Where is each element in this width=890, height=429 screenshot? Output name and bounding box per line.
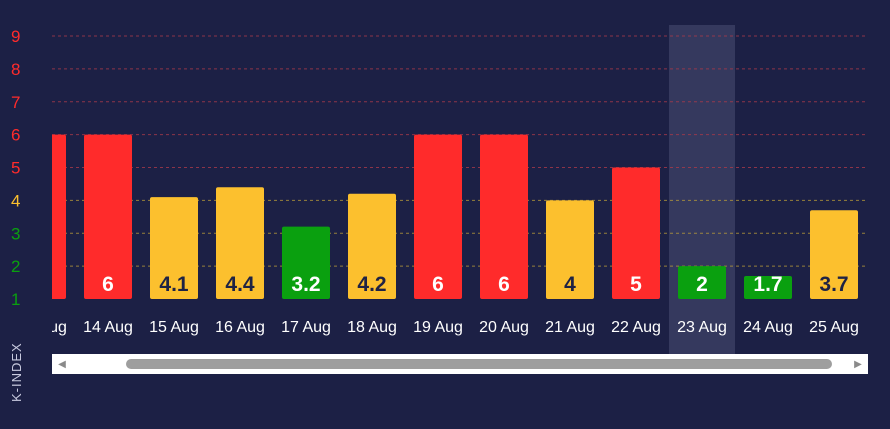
highlighted-column [669, 25, 735, 354]
bar-23-aug[interactable] [678, 266, 726, 299]
bar-value-label: 5 [630, 273, 642, 296]
data-labels-layer: 6 4.1 4.4 3.2 4.2 6 6 4 5 2 1.7 3.7 [102, 273, 848, 296]
y-tick-label: 1 [11, 290, 20, 309]
bar-14-aug[interactable] [84, 134, 132, 299]
bar-20-aug[interactable] [480, 134, 528, 299]
x-tick-label: 13 Aug [17, 319, 67, 336]
x-tick-label: 16 Aug [215, 319, 265, 336]
scrollbar-thumb[interactable] [126, 359, 833, 369]
x-tick-label: 22 Aug [611, 319, 661, 336]
bar-value-label: 1.7 [753, 273, 782, 296]
bar-value-label: 4.1 [159, 273, 189, 296]
bar-19-aug[interactable] [414, 134, 462, 299]
y-ticks-layer: 1 2 3 4 5 6 7 8 9 [11, 27, 20, 309]
bar-value-label: 6 [102, 273, 114, 296]
bar-25-aug[interactable] [810, 210, 858, 299]
x-ticks-layer: 13 Aug 14 Aug 15 Aug 16 Aug 17 Aug 18 Aug 19 A… [17, 319, 859, 336]
bar-21-aug[interactable] [546, 200, 594, 299]
y-tick-label: 7 [11, 93, 20, 112]
x-tick-label: 17 Aug [281, 319, 331, 336]
x-tick-label: 15 Aug [149, 319, 199, 336]
y-tick-label: 8 [11, 60, 20, 79]
bar-18-aug[interactable] [348, 193, 396, 299]
x-tick-label: 24 Aug [743, 319, 793, 336]
bar-value-label: 3.7 [819, 273, 848, 296]
bar-16-aug[interactable] [216, 187, 264, 299]
bar-17-aug[interactable] [282, 226, 330, 299]
y-tick-label: 4 [11, 191, 20, 210]
scroll-left-icon[interactable]: ◀ [58, 358, 66, 370]
bar-value-label: 6 [432, 273, 444, 296]
x-tick-label: 14 Aug [83, 319, 133, 336]
bar-value-label: 2 [696, 273, 708, 296]
bar-value-label: 6 [498, 273, 510, 296]
y-tick-label: 5 [11, 159, 20, 178]
bar-value-label: 4.4 [225, 273, 255, 296]
y-tick-label: 6 [11, 126, 20, 145]
bar-13-aug[interactable] [18, 134, 66, 299]
x-tick-label: 21 Aug [545, 319, 595, 336]
bar-24-aug[interactable] [744, 275, 792, 299]
bars-layer [18, 134, 858, 300]
x-tick-label: 18 Aug [347, 319, 397, 336]
x-tick-label: 20 Aug [479, 319, 529, 336]
bar-15-aug[interactable] [150, 197, 198, 299]
y-axis-label: K-INDEX [9, 342, 24, 402]
x-tick-label: 19 Aug [413, 319, 463, 336]
y-tick-label: 3 [11, 224, 20, 243]
x-tick-label: 23 Aug [677, 319, 727, 336]
horizontal-scrollbar[interactable]: ◀ ▶ [52, 354, 868, 374]
bar-22-aug[interactable] [612, 167, 660, 300]
scroll-right-icon[interactable]: ▶ [854, 358, 862, 370]
bar-value-label: 4.2 [357, 273, 386, 296]
y-tick-label: 9 [11, 27, 20, 46]
bar-value-label: 4 [564, 273, 576, 296]
bar-value-label: 3.2 [291, 273, 320, 296]
highlight-layer [669, 25, 735, 354]
x-tick-label: 25 Aug [809, 319, 859, 336]
y-tick-label: 2 [11, 257, 20, 276]
